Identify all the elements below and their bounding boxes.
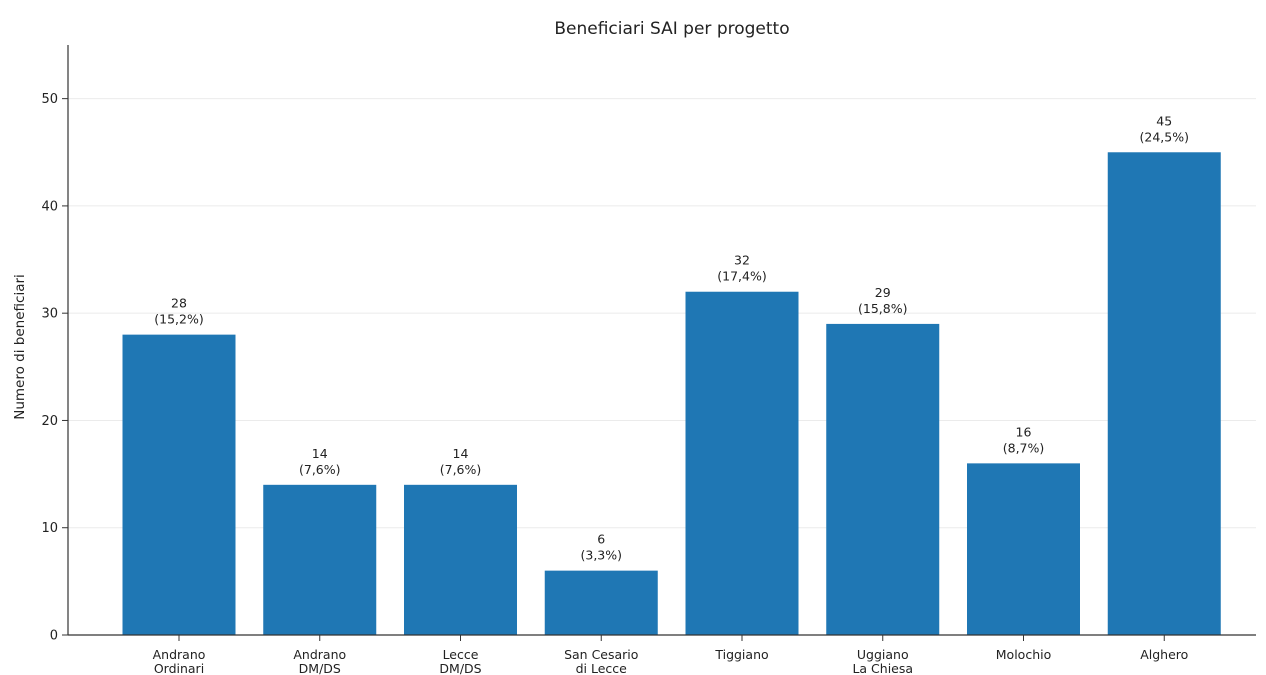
bar xyxy=(826,323,940,635)
data-label-value: 14 xyxy=(453,446,469,461)
x-tick-label: Andrano xyxy=(153,647,206,662)
x-tick-label: di Lecce xyxy=(576,661,628,675)
y-axis-label: Numero di beneficiari xyxy=(12,274,28,420)
data-label-value: 14 xyxy=(312,446,328,461)
bar xyxy=(544,570,658,635)
data-label-percent: (8,7%) xyxy=(1003,440,1045,455)
bar xyxy=(685,291,799,635)
bars xyxy=(122,152,1221,636)
y-tick-label: 40 xyxy=(41,199,58,214)
x-tick-label: Tiggiano xyxy=(714,647,768,662)
x-tick-label: Ordinari xyxy=(154,661,204,675)
y-tick-label: 30 xyxy=(41,307,58,322)
data-label-value: 6 xyxy=(597,532,605,547)
data-label-value: 45 xyxy=(1156,113,1172,128)
x-tick-label: Andrano xyxy=(293,647,346,662)
chart-title: Beneficiari SAI per progetto xyxy=(554,19,789,39)
y-tick-label: 20 xyxy=(41,414,58,429)
x-tick-label: La Chiesa xyxy=(852,661,913,675)
bar xyxy=(122,334,236,635)
y-tick-label: 50 xyxy=(41,92,58,107)
y-tick-label: 10 xyxy=(41,521,58,536)
data-label-percent: (17,4%) xyxy=(717,269,766,284)
data-label-value: 16 xyxy=(1016,424,1032,439)
data-label-percent: (7,6%) xyxy=(440,462,482,477)
data-label-value: 28 xyxy=(171,296,187,311)
data-label-percent: (15,8%) xyxy=(858,301,907,316)
bar xyxy=(404,484,517,635)
data-label-value: 29 xyxy=(875,285,891,300)
x-tick-label: Molochio xyxy=(996,647,1051,662)
x-tick-label: Lecce xyxy=(443,647,479,662)
axes: 01020304050AndranoOrdinariAndranoDM/DSLe… xyxy=(41,45,1256,675)
x-tick-label: Uggiano xyxy=(857,647,909,662)
data-label-percent: (3,3%) xyxy=(580,548,622,563)
x-tick-label: DM/DS xyxy=(299,661,341,675)
x-tick-label: San Cesario xyxy=(564,647,638,662)
y-tick-label: 0 xyxy=(50,629,58,644)
data-labels: 28(15,2%)14(7,6%)14(7,6%)6(3,3%)32(17,4%… xyxy=(154,113,1189,562)
bar xyxy=(1107,152,1221,636)
x-tick-label: Alghero xyxy=(1140,647,1188,662)
x-tick-label: DM/DS xyxy=(439,661,481,675)
data-label-percent: (24,5%) xyxy=(1140,129,1189,144)
data-label-percent: (15,2%) xyxy=(154,312,203,327)
data-label-value: 32 xyxy=(734,253,750,268)
data-label-percent: (7,6%) xyxy=(299,462,341,477)
bar xyxy=(263,484,377,635)
bar xyxy=(967,463,1080,635)
